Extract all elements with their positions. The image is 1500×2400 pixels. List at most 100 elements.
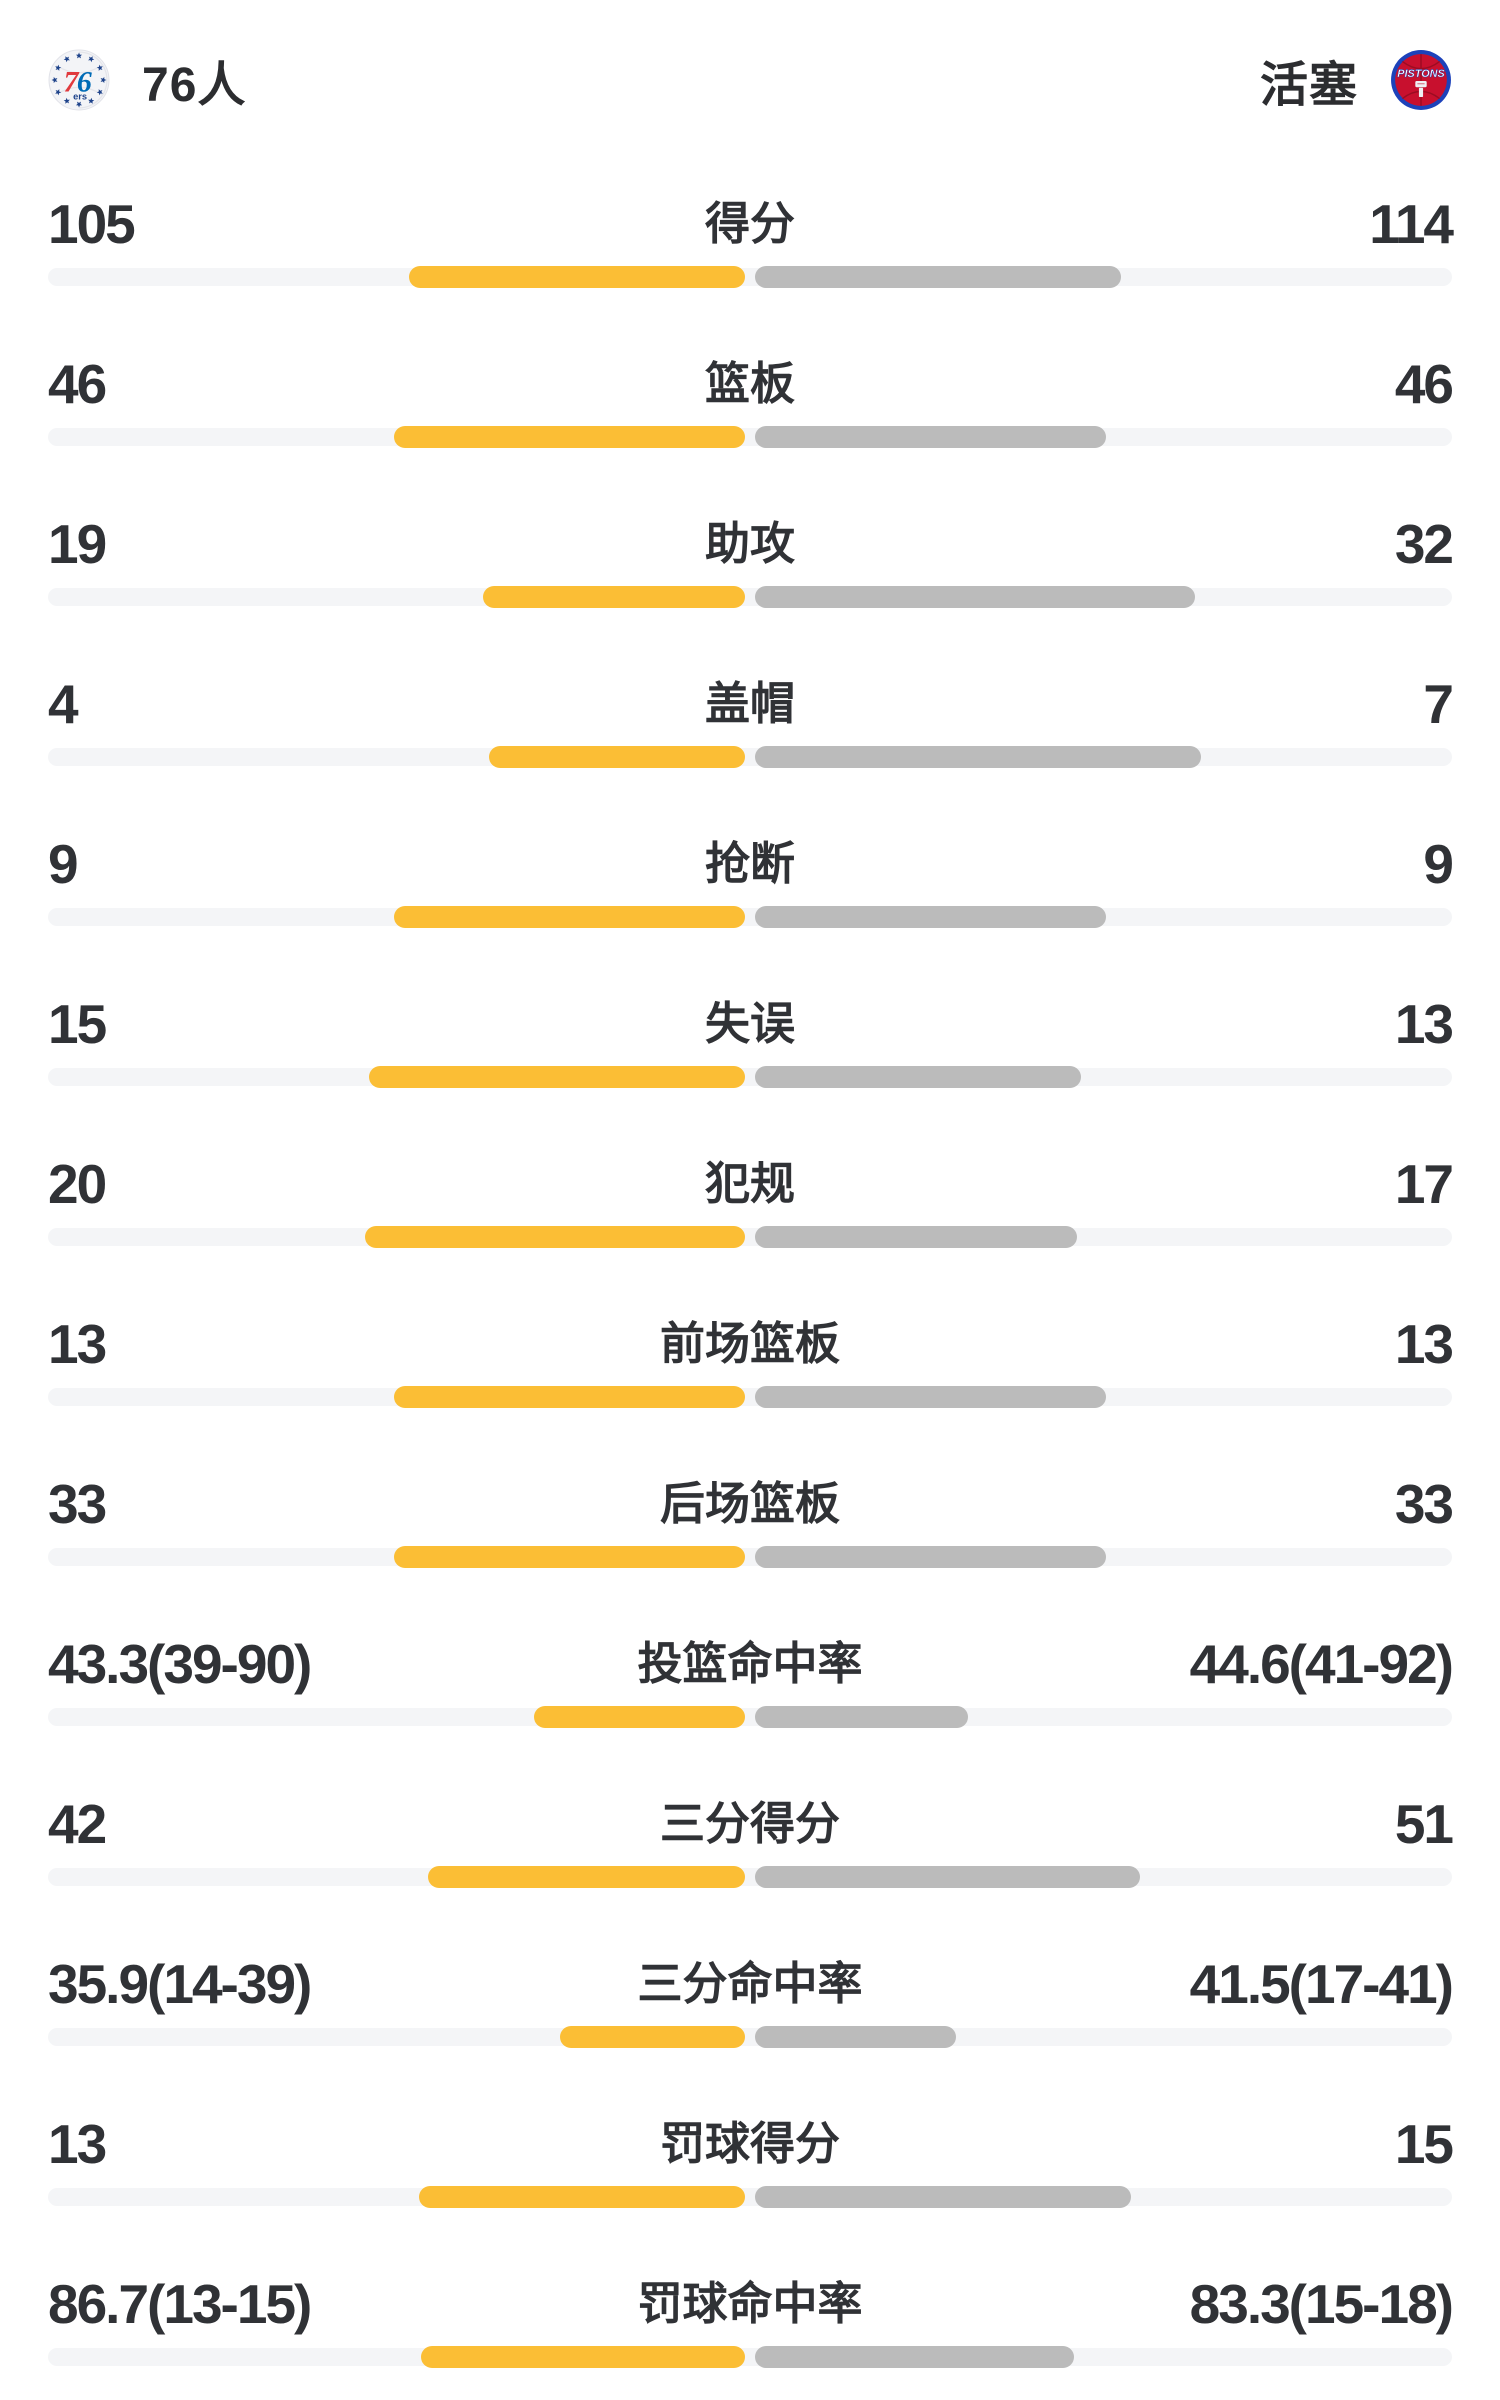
home-value: 46 xyxy=(48,353,107,415)
stat-bar-track xyxy=(48,1866,1452,1888)
away-value: 15 xyxy=(1394,2113,1454,2175)
away-bar xyxy=(755,1546,1106,1568)
home-value: 9 xyxy=(48,833,79,895)
stat-bar-track xyxy=(48,1386,1452,1408)
home-bar xyxy=(394,426,745,448)
stat-label: 罚球得分 xyxy=(659,2118,841,2169)
away-bar xyxy=(755,2186,1132,2208)
stat-row: 4 盖帽 7 xyxy=(48,640,1454,800)
match-header: 7 6 ers 76人 活塞 PISTONS xyxy=(0,0,1500,160)
stats-list: 105 得分 114 46 篮板 46 19 助攻 32 4 盖帽 7 9 抢断 9 15 失误 13 20 犯规 17… xyxy=(0,160,1500,2400)
stat-row: 19 助攻 32 xyxy=(48,480,1454,640)
away-bar xyxy=(755,1386,1106,1408)
home-team: 7 6 ers 76人 xyxy=(48,45,246,115)
stat-row: 15 失误 13 xyxy=(48,960,1454,1120)
home-value: 43.3(39-90) xyxy=(48,1633,312,1695)
stat-row: 86.7(13-15) 罚球命中率 83.3(15-18) xyxy=(48,2240,1454,2400)
away-bar xyxy=(755,2346,1074,2368)
home-value: 86.7(13-15) xyxy=(48,2273,312,2335)
away-bar xyxy=(755,266,1121,288)
home-team-name: 76人 xyxy=(142,59,247,112)
stat-row: 42 三分得分 51 xyxy=(48,1760,1454,1920)
stat-bar-track xyxy=(48,266,1452,288)
stat-row: 9 抢断 9 xyxy=(48,800,1454,960)
away-value: 44.6(41-92) xyxy=(1189,1633,1454,1695)
away-value: 46 xyxy=(1394,353,1454,415)
away-value: 9 xyxy=(1423,833,1454,895)
home-value: 33 xyxy=(48,1473,107,1535)
stat-row: 105 得分 114 xyxy=(48,160,1454,320)
stat-row: 13 前场篮板 13 xyxy=(48,1280,1454,1440)
home-value: 13 xyxy=(48,2113,107,2175)
home-bar xyxy=(394,906,745,928)
stat-label: 前场篮板 xyxy=(659,1318,841,1369)
stat-values: 20 犯规 17 xyxy=(48,1153,1454,1215)
away-bar xyxy=(755,906,1106,928)
away-value: 33 xyxy=(1394,1473,1454,1535)
away-value: 41.5(17-41) xyxy=(1189,1953,1454,2015)
stat-values: 105 得分 114 xyxy=(48,193,1454,255)
home-value: 42 xyxy=(48,1793,107,1855)
stat-label: 抢断 xyxy=(704,838,796,889)
stat-values: 42 三分得分 51 xyxy=(48,1793,1454,1855)
stat-label: 盖帽 xyxy=(704,678,796,729)
stat-bar-track xyxy=(48,2026,1452,2048)
away-value: 7 xyxy=(1423,673,1454,735)
stat-values: 19 助攻 32 xyxy=(48,516,1454,572)
away-value: 13 xyxy=(1394,993,1454,1055)
away-team: 活塞 PISTONS xyxy=(1260,45,1452,115)
stat-bar-track xyxy=(48,746,1452,768)
sixers-logo-icon: 7 6 ers xyxy=(48,49,110,111)
stat-label: 投篮命中率 xyxy=(637,1638,863,1689)
away-team-name: 活塞 xyxy=(1259,59,1358,112)
home-bar xyxy=(408,266,745,288)
home-bar xyxy=(559,2026,745,2048)
away-value: 13 xyxy=(1394,1313,1454,1375)
home-bar xyxy=(420,2346,745,2368)
away-value: 114 xyxy=(1369,193,1454,255)
stat-row: 20 犯规 17 xyxy=(48,1120,1454,1280)
home-value: 13 xyxy=(48,1313,107,1375)
stat-values: 15 失误 13 xyxy=(48,993,1454,1055)
away-value: 51 xyxy=(1394,1793,1454,1855)
stat-values: 46 篮板 46 xyxy=(48,353,1454,415)
home-bar xyxy=(483,586,745,608)
away-bar xyxy=(755,1066,1081,1088)
svg-text:PISTONS: PISTONS xyxy=(1397,68,1445,80)
stat-bar-track xyxy=(48,1706,1452,1728)
stat-label: 三分得分 xyxy=(659,1798,841,1849)
stat-row: 13 罚球得分 15 xyxy=(48,2080,1454,2240)
stat-label: 犯规 xyxy=(704,1158,796,1209)
stat-label: 得分 xyxy=(704,198,796,249)
stat-bar-track xyxy=(48,1546,1452,1568)
stat-row: 35.9(14-39) 三分命中率 41.5(17-41) xyxy=(48,1920,1454,2080)
home-bar xyxy=(368,1066,745,1088)
stat-bar-track xyxy=(48,426,1452,448)
away-bar xyxy=(755,746,1202,768)
stat-values: 33 后场篮板 33 xyxy=(48,1473,1454,1535)
stat-row: 46 篮板 46 xyxy=(48,320,1454,480)
home-value: 20 xyxy=(48,1153,107,1215)
stat-row: 43.3(39-90) 投篮命中率 44.6(41-92) xyxy=(48,1600,1454,1760)
stat-values: 86.7(13-15) 罚球命中率 83.3(15-18) xyxy=(48,2273,1454,2335)
away-bar xyxy=(755,1866,1140,1888)
stat-label: 助攻 xyxy=(704,518,796,569)
stat-label: 三分命中率 xyxy=(637,1958,863,2009)
home-bar xyxy=(394,1546,745,1568)
stat-label: 罚球命中率 xyxy=(637,2278,863,2329)
stat-values: 35.9(14-39) 三分命中率 41.5(17-41) xyxy=(48,1953,1454,2015)
stat-label: 失误 xyxy=(704,998,796,1049)
stat-values: 13 前场篮板 13 xyxy=(48,1313,1454,1375)
stat-bar-track xyxy=(48,2186,1452,2208)
away-value: 83.3(15-18) xyxy=(1189,2273,1454,2335)
away-bar xyxy=(755,586,1196,608)
home-bar xyxy=(419,2186,745,2208)
stat-bar-track xyxy=(48,586,1452,608)
home-bar xyxy=(533,1706,745,1728)
pistons-logo-icon: PISTONS xyxy=(1391,50,1451,110)
stat-row: 33 后场篮板 33 xyxy=(48,1440,1454,1600)
stat-label: 后场篮板 xyxy=(659,1478,841,1529)
stat-values: 43.3(39-90) 投篮命中率 44.6(41-92) xyxy=(48,1633,1454,1695)
stat-bar-track xyxy=(48,1066,1452,1088)
stat-values: 9 抢断 9 xyxy=(48,833,1454,895)
